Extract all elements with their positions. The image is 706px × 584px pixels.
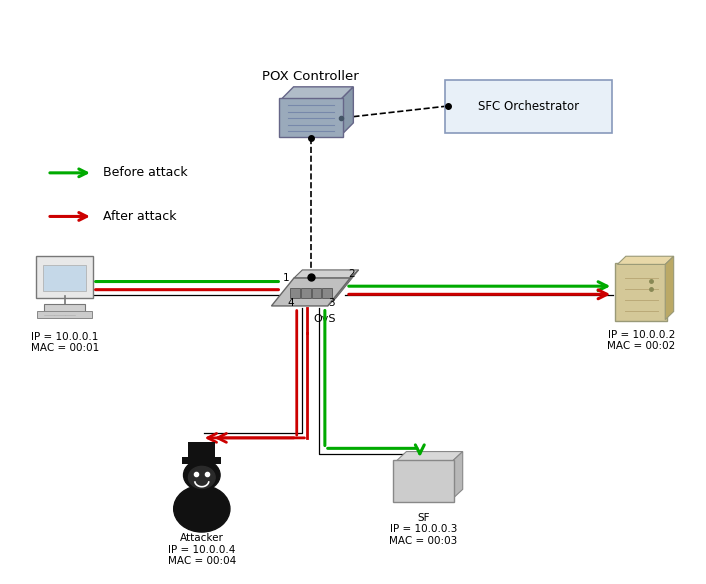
- FancyBboxPatch shape: [393, 460, 453, 502]
- Circle shape: [174, 485, 230, 532]
- Polygon shape: [341, 87, 353, 135]
- Text: IP = 10.0.0.2
MAC = 00:02: IP = 10.0.0.2 MAC = 00:02: [607, 330, 676, 352]
- Polygon shape: [665, 256, 674, 319]
- Text: 3: 3: [328, 298, 335, 308]
- Text: Attacker
IP = 10.0.0.4
MAC = 00:04: Attacker IP = 10.0.0.4 MAC = 00:04: [168, 533, 236, 566]
- Polygon shape: [618, 256, 674, 265]
- FancyBboxPatch shape: [182, 457, 222, 464]
- FancyBboxPatch shape: [36, 256, 93, 297]
- FancyBboxPatch shape: [290, 288, 300, 298]
- FancyBboxPatch shape: [189, 442, 215, 460]
- Text: 2: 2: [348, 269, 355, 279]
- Circle shape: [189, 467, 215, 488]
- Text: SFC Orchestrator: SFC Orchestrator: [478, 99, 580, 113]
- Text: IP = 10.0.0.1
MAC = 00:01: IP = 10.0.0.1 MAC = 00:01: [30, 332, 99, 353]
- FancyBboxPatch shape: [311, 288, 321, 298]
- Polygon shape: [395, 451, 462, 462]
- Text: 4: 4: [287, 298, 294, 308]
- FancyBboxPatch shape: [322, 288, 332, 298]
- Polygon shape: [271, 278, 350, 306]
- Text: OvS: OvS: [313, 314, 336, 324]
- Text: SF
IP = 10.0.0.3
MAC = 00:03: SF IP = 10.0.0.3 MAC = 00:03: [389, 513, 457, 546]
- FancyBboxPatch shape: [445, 81, 613, 133]
- Text: After attack: After attack: [103, 210, 177, 223]
- FancyBboxPatch shape: [279, 98, 343, 137]
- Text: 1: 1: [283, 273, 289, 283]
- Polygon shape: [451, 451, 462, 500]
- FancyBboxPatch shape: [37, 311, 92, 318]
- FancyBboxPatch shape: [301, 288, 311, 298]
- FancyBboxPatch shape: [616, 263, 667, 321]
- Text: POX Controller: POX Controller: [263, 69, 359, 83]
- Polygon shape: [328, 270, 359, 306]
- FancyBboxPatch shape: [43, 265, 86, 291]
- Text: Before attack: Before attack: [103, 166, 188, 179]
- Polygon shape: [294, 270, 359, 278]
- Polygon shape: [281, 87, 353, 100]
- FancyBboxPatch shape: [44, 304, 85, 312]
- Circle shape: [184, 460, 220, 490]
